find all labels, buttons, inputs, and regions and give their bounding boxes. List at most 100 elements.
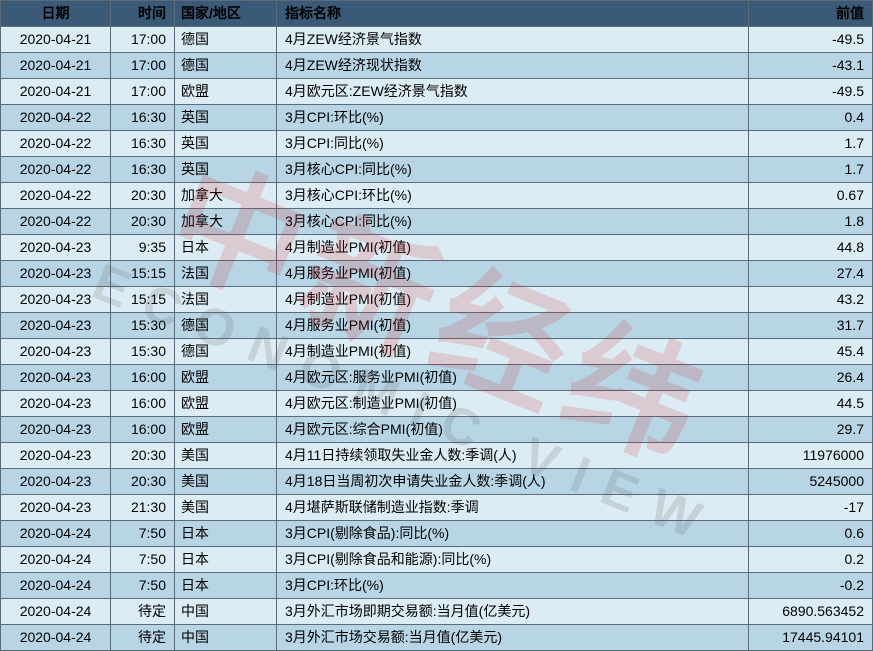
header-region: 国家/地区 — [175, 1, 277, 27]
cell-indicator: 4月11日持续领取失业金人数:季调(人) — [277, 443, 749, 469]
cell-date: 2020-04-23 — [1, 261, 111, 287]
cell-time: 15:30 — [111, 313, 175, 339]
cell-date: 2020-04-22 — [1, 131, 111, 157]
cell-indicator: 4月服务业PMI(初值) — [277, 261, 749, 287]
table-row: 2020-04-247:50日本3月CPI:环比(%)-0.2 — [1, 573, 873, 599]
cell-prev: -49.5 — [749, 27, 873, 53]
cell-time: 16:30 — [111, 131, 175, 157]
cell-indicator: 3月外汇市场即期交易额:当月值(亿美元) — [277, 599, 749, 625]
cell-date: 2020-04-23 — [1, 417, 111, 443]
cell-time: 17:00 — [111, 53, 175, 79]
cell-time: 15:15 — [111, 287, 175, 313]
cell-indicator: 4月制造业PMI(初值) — [277, 235, 749, 261]
data-table: 日期 时间 国家/地区 指标名称 前值 2020-04-2117:00德国4月Z… — [0, 0, 873, 651]
cell-date: 2020-04-24 — [1, 625, 111, 651]
cell-region: 中国 — [175, 625, 277, 651]
table-row: 2020-04-24待定中国3月外汇市场交易额:当月值(亿美元)17445.94… — [1, 625, 873, 651]
cell-time: 16:00 — [111, 417, 175, 443]
cell-prev: 45.4 — [749, 339, 873, 365]
table-row: 2020-04-2315:15法国4月制造业PMI(初值)43.2 — [1, 287, 873, 313]
cell-time: 20:30 — [111, 183, 175, 209]
cell-date: 2020-04-24 — [1, 521, 111, 547]
cell-region: 法国 — [175, 287, 277, 313]
table-row: 2020-04-2316:00欧盟4月欧元区:制造业PMI(初值)44.5 — [1, 391, 873, 417]
cell-date: 2020-04-24 — [1, 599, 111, 625]
cell-indicator: 3月核心CPI:环比(%) — [277, 183, 749, 209]
cell-region: 法国 — [175, 261, 277, 287]
header-prev: 前值 — [749, 1, 873, 27]
cell-prev: 0.6 — [749, 521, 873, 547]
cell-indicator: 4月18日当周初次申请失业金人数:季调(人) — [277, 469, 749, 495]
cell-indicator: 3月CPI(剔除食品和能源):同比(%) — [277, 547, 749, 573]
cell-region: 欧盟 — [175, 391, 277, 417]
cell-time: 7:50 — [111, 573, 175, 599]
cell-date: 2020-04-23 — [1, 287, 111, 313]
cell-date: 2020-04-24 — [1, 547, 111, 573]
table-row: 2020-04-2315:30德国4月制造业PMI(初值)45.4 — [1, 339, 873, 365]
cell-prev: -0.2 — [749, 573, 873, 599]
cell-date: 2020-04-22 — [1, 209, 111, 235]
cell-time: 17:00 — [111, 27, 175, 53]
cell-time: 15:30 — [111, 339, 175, 365]
cell-prev: 1.8 — [749, 209, 873, 235]
cell-time: 待定 — [111, 625, 175, 651]
table-row: 2020-04-247:50日本3月CPI(剔除食品):同比(%)0.6 — [1, 521, 873, 547]
economic-calendar-table: 日期 时间 国家/地区 指标名称 前值 2020-04-2117:00德国4月Z… — [0, 0, 873, 651]
table-row: 2020-04-2117:00德国4月ZEW经济现状指数-43.1 — [1, 53, 873, 79]
cell-date: 2020-04-23 — [1, 365, 111, 391]
cell-time: 20:30 — [111, 209, 175, 235]
cell-time: 17:00 — [111, 79, 175, 105]
header-time: 时间 — [111, 1, 175, 27]
cell-time: 21:30 — [111, 495, 175, 521]
cell-prev: 44.8 — [749, 235, 873, 261]
cell-region: 加拿大 — [175, 183, 277, 209]
cell-region: 欧盟 — [175, 417, 277, 443]
cell-indicator: 4月堪萨斯联储制造业指数:季调 — [277, 495, 749, 521]
cell-indicator: 3月外汇市场交易额:当月值(亿美元) — [277, 625, 749, 651]
cell-date: 2020-04-23 — [1, 235, 111, 261]
cell-prev: 27.4 — [749, 261, 873, 287]
cell-prev: 31.7 — [749, 313, 873, 339]
cell-time: 16:00 — [111, 391, 175, 417]
cell-indicator: 4月制造业PMI(初值) — [277, 339, 749, 365]
table-row: 2020-04-2320:30美国4月11日持续领取失业金人数:季调(人)119… — [1, 443, 873, 469]
table-row: 2020-04-239:35日本4月制造业PMI(初值)44.8 — [1, 235, 873, 261]
table-row: 2020-04-2216:30英国3月CPI:同比(%)1.7 — [1, 131, 873, 157]
cell-prev: 44.5 — [749, 391, 873, 417]
header-indicator: 指标名称 — [277, 1, 749, 27]
cell-region: 美国 — [175, 495, 277, 521]
cell-region: 英国 — [175, 105, 277, 131]
cell-region: 德国 — [175, 53, 277, 79]
cell-time: 16:30 — [111, 157, 175, 183]
cell-region: 日本 — [175, 573, 277, 599]
cell-indicator: 3月CPI(剔除食品):同比(%) — [277, 521, 749, 547]
cell-date: 2020-04-23 — [1, 469, 111, 495]
table-row: 2020-04-2117:00德国4月ZEW经济景气指数-49.5 — [1, 27, 873, 53]
cell-region: 欧盟 — [175, 365, 277, 391]
cell-time: 15:15 — [111, 261, 175, 287]
cell-time: 20:30 — [111, 469, 175, 495]
cell-region: 德国 — [175, 339, 277, 365]
cell-region: 加拿大 — [175, 209, 277, 235]
cell-prev: 11976000 — [749, 443, 873, 469]
cell-region: 日本 — [175, 521, 277, 547]
cell-prev: 0.4 — [749, 105, 873, 131]
cell-date: 2020-04-23 — [1, 339, 111, 365]
cell-date: 2020-04-22 — [1, 105, 111, 131]
cell-indicator: 4月制造业PMI(初值) — [277, 287, 749, 313]
cell-region: 日本 — [175, 547, 277, 573]
cell-indicator: 4月欧元区:ZEW经济景气指数 — [277, 79, 749, 105]
table-row: 2020-04-2321:30美国4月堪萨斯联储制造业指数:季调-17 — [1, 495, 873, 521]
cell-indicator: 4月ZEW经济现状指数 — [277, 53, 749, 79]
cell-prev: 29.7 — [749, 417, 873, 443]
cell-indicator: 3月核心CPI:同比(%) — [277, 209, 749, 235]
cell-date: 2020-04-22 — [1, 183, 111, 209]
cell-time: 7:50 — [111, 521, 175, 547]
cell-indicator: 4月欧元区:制造业PMI(初值) — [277, 391, 749, 417]
header-row: 日期 时间 国家/地区 指标名称 前值 — [1, 1, 873, 27]
cell-region: 中国 — [175, 599, 277, 625]
cell-prev: 0.67 — [749, 183, 873, 209]
cell-date: 2020-04-21 — [1, 53, 111, 79]
cell-indicator: 3月CPI:环比(%) — [277, 573, 749, 599]
cell-indicator: 3月CPI:同比(%) — [277, 131, 749, 157]
